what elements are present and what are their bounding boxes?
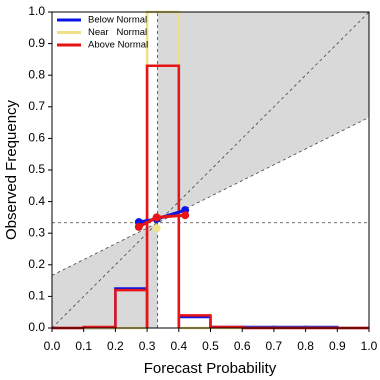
y-tick-label: 0.1 (28, 289, 45, 303)
x-tick-label: 0.4 (170, 339, 187, 353)
perfect-reliability-line (51, 11, 370, 329)
x-tick-label: 0.9 (329, 339, 346, 353)
x-tick-label: 0.0 (44, 339, 61, 353)
y-tick-label: 0.3 (28, 225, 45, 239)
no-skill-line (51, 117, 370, 276)
x-tick-label: 0.3 (139, 339, 156, 353)
reliability-point (181, 211, 190, 220)
x-tick-label: 0.8 (297, 339, 314, 353)
y-tick-label: 0.5 (28, 162, 45, 176)
x-tick-label: 0.6 (234, 339, 251, 353)
reliability-point (152, 213, 161, 222)
y-tick-label: 0.7 (28, 99, 45, 113)
legend-label: Near Normal (88, 27, 147, 38)
x-tick-label: 1.0 (361, 339, 378, 353)
y-tick-label: 0.8 (28, 67, 45, 81)
y-tick-label: 0.6 (28, 131, 45, 145)
y-axis-label: Observed Frequency (3, 99, 20, 240)
y-tick-label: 0.0 (28, 320, 45, 334)
y-tick-label: 1.0 (28, 4, 45, 18)
reliability-point (134, 222, 143, 231)
histogram-bar (145, 64, 181, 328)
y-tick-label: 0.9 (28, 36, 45, 50)
y-tick-label: 0.2 (28, 257, 45, 271)
x-axis-label: Forecast Probability (144, 360, 277, 377)
legend-label: Below Normal (88, 15, 147, 26)
x-tick-label: 0.5 (202, 339, 219, 353)
x-tick-label: 0.2 (107, 339, 124, 353)
legend-label: Above Normal (88, 40, 148, 51)
x-tick-label: 0.1 (75, 339, 92, 353)
histogram-bar (177, 314, 212, 328)
histogram-bar (177, 315, 212, 328)
x-tick-label: 0.7 (266, 339, 283, 353)
y-tick-label: 0.4 (28, 194, 45, 208)
reliability-point (152, 224, 161, 233)
